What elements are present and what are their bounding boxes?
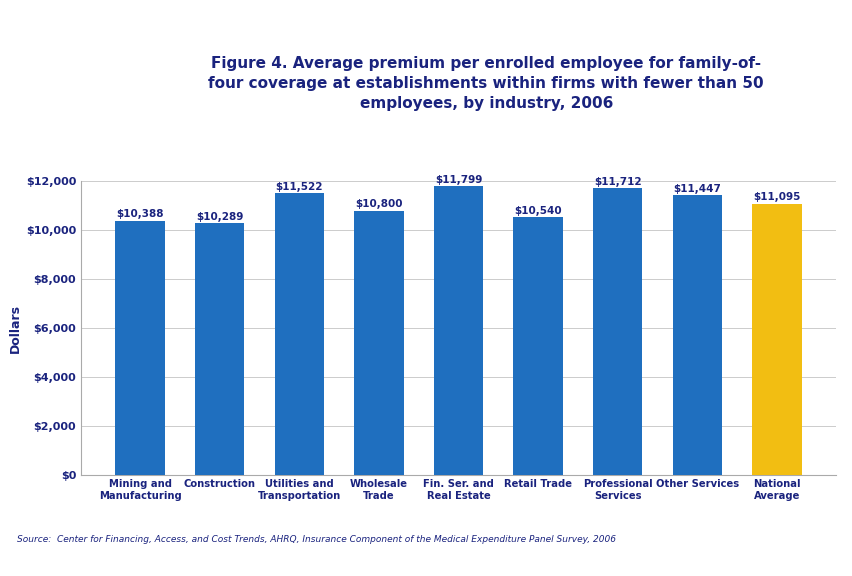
Bar xyxy=(513,217,562,475)
Text: $10,289: $10,289 xyxy=(196,212,243,222)
Text: $10,800: $10,800 xyxy=(354,199,402,209)
Text: $10,388: $10,388 xyxy=(116,210,164,219)
Text: $11,447: $11,447 xyxy=(672,184,721,194)
Text: $11,522: $11,522 xyxy=(275,181,323,192)
Bar xyxy=(592,188,642,475)
Text: Figure 4. Average premium per enrolled employee for family-of-
four coverage at : Figure 4. Average premium per enrolled e… xyxy=(208,56,763,111)
Text: Advancing
Excellence in
Health Care: Advancing Excellence in Health Care xyxy=(50,108,107,138)
Text: Source:  Center for Financing, Access, and Cost Trends, AHRQ, Insurance Componen: Source: Center for Financing, Access, an… xyxy=(17,535,615,544)
Bar xyxy=(434,187,482,475)
Text: AHRQ: AHRQ xyxy=(50,82,107,100)
Bar xyxy=(354,211,403,475)
Bar xyxy=(751,203,801,475)
Bar xyxy=(672,195,721,475)
Bar xyxy=(195,223,244,475)
Bar xyxy=(115,221,164,475)
Text: $11,712: $11,712 xyxy=(593,177,641,187)
Text: $11,799: $11,799 xyxy=(435,175,481,185)
Text: $10,540: $10,540 xyxy=(514,206,561,216)
Y-axis label: Dollars: Dollars xyxy=(9,304,21,353)
Text: $11,095: $11,095 xyxy=(752,192,800,202)
Bar xyxy=(274,193,324,475)
